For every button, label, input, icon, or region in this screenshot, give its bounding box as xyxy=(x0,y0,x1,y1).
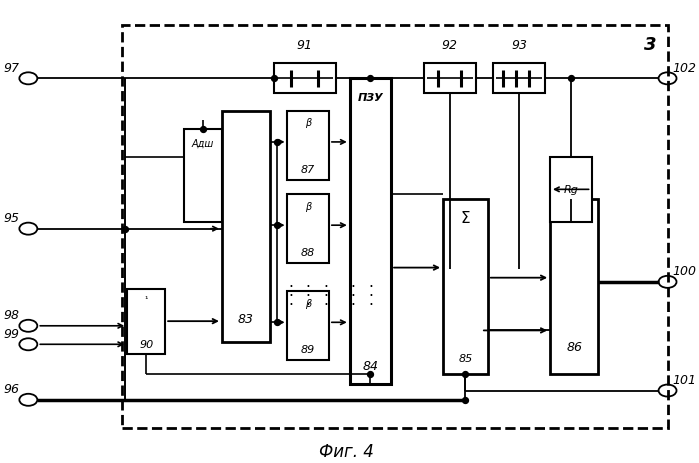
Text: 96: 96 xyxy=(3,382,19,395)
Text: 89: 89 xyxy=(301,344,315,354)
Text: 93: 93 xyxy=(511,39,527,52)
Text: β: β xyxy=(305,201,311,211)
Text: ПЗУ: ПЗУ xyxy=(357,93,383,103)
Text: ·: · xyxy=(323,279,328,294)
Bar xyxy=(550,199,598,375)
Point xyxy=(460,371,471,378)
Text: ·: · xyxy=(368,279,373,294)
Text: ·: · xyxy=(289,279,294,294)
Text: ·: · xyxy=(351,298,356,313)
Text: 101: 101 xyxy=(673,373,697,386)
Text: Адш: Адш xyxy=(192,139,214,149)
Bar xyxy=(493,64,545,94)
Bar xyxy=(273,64,336,94)
Text: 91: 91 xyxy=(297,39,312,52)
Text: 86: 86 xyxy=(566,340,582,353)
Bar xyxy=(350,79,391,384)
Point xyxy=(365,371,376,378)
Text: ·: · xyxy=(351,288,356,304)
Bar xyxy=(127,289,165,354)
Text: ·: · xyxy=(323,298,328,313)
Point xyxy=(271,222,282,229)
Point xyxy=(365,75,376,83)
Point xyxy=(120,225,131,233)
Text: ·: · xyxy=(305,288,310,304)
Text: 98: 98 xyxy=(3,308,19,321)
Text: β: β xyxy=(305,298,311,308)
Point xyxy=(271,319,282,326)
Text: 90: 90 xyxy=(139,339,153,350)
Text: β: β xyxy=(305,118,311,128)
Bar xyxy=(287,112,329,181)
Text: ·: · xyxy=(289,298,294,313)
Text: Rg: Rg xyxy=(563,185,578,195)
Text: Σ: Σ xyxy=(461,210,470,225)
Text: ¹: ¹ xyxy=(145,295,148,304)
Text: 3: 3 xyxy=(644,36,656,54)
Text: ·: · xyxy=(368,288,373,304)
Text: 97: 97 xyxy=(3,62,19,75)
Bar xyxy=(184,130,222,222)
Bar xyxy=(287,292,329,361)
Text: ·: · xyxy=(289,288,294,304)
Text: 95: 95 xyxy=(3,212,19,225)
Bar xyxy=(122,26,668,428)
Bar xyxy=(424,64,476,94)
Text: 88: 88 xyxy=(301,247,315,257)
Point xyxy=(271,139,282,146)
Text: ·: · xyxy=(323,288,328,304)
Point xyxy=(268,75,279,83)
Text: 92: 92 xyxy=(442,39,458,52)
Text: 85: 85 xyxy=(459,353,473,363)
Text: Фиг. 4: Фиг. 4 xyxy=(319,442,374,460)
Text: ·: · xyxy=(351,279,356,294)
Bar xyxy=(443,199,488,375)
Bar xyxy=(222,112,271,342)
Text: 87: 87 xyxy=(301,164,315,174)
Text: 102: 102 xyxy=(673,62,697,75)
Text: 99: 99 xyxy=(3,327,19,340)
Bar xyxy=(550,157,591,222)
Point xyxy=(197,126,208,134)
Text: ·: · xyxy=(305,298,310,313)
Text: 83: 83 xyxy=(238,313,254,325)
Text: 84: 84 xyxy=(362,359,378,372)
Point xyxy=(460,396,471,404)
Bar xyxy=(287,194,329,264)
Text: 100: 100 xyxy=(673,265,697,278)
Text: ·: · xyxy=(305,279,310,294)
Text: ·: · xyxy=(368,298,373,313)
Point xyxy=(565,75,577,83)
